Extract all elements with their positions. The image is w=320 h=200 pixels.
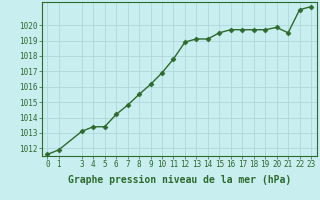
X-axis label: Graphe pression niveau de la mer (hPa): Graphe pression niveau de la mer (hPa) bbox=[68, 175, 291, 185]
